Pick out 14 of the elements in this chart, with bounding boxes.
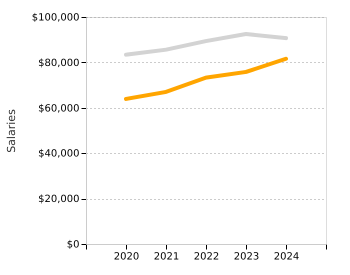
y-tick-label: $20,000 [38,194,80,206]
y-tick-label: $40,000 [38,148,80,160]
y-tick-label: $0 [66,240,80,250]
x-tick-label: 2020 [114,252,140,262]
y-tick-label: $80,000 [38,58,80,69]
y-axis-title: Salaries [4,108,18,153]
y-tick-label: $100,000 [32,12,80,24]
y-tick-label: $60,000 [38,103,80,114]
line-series [124,56,288,101]
x-tick-label: 2021 [154,252,180,262]
x-tick-label: 2023 [234,252,260,262]
x-tick-label: 2022 [194,252,220,262]
x-tick-label: 2024 [274,252,300,262]
line-series [124,32,288,57]
